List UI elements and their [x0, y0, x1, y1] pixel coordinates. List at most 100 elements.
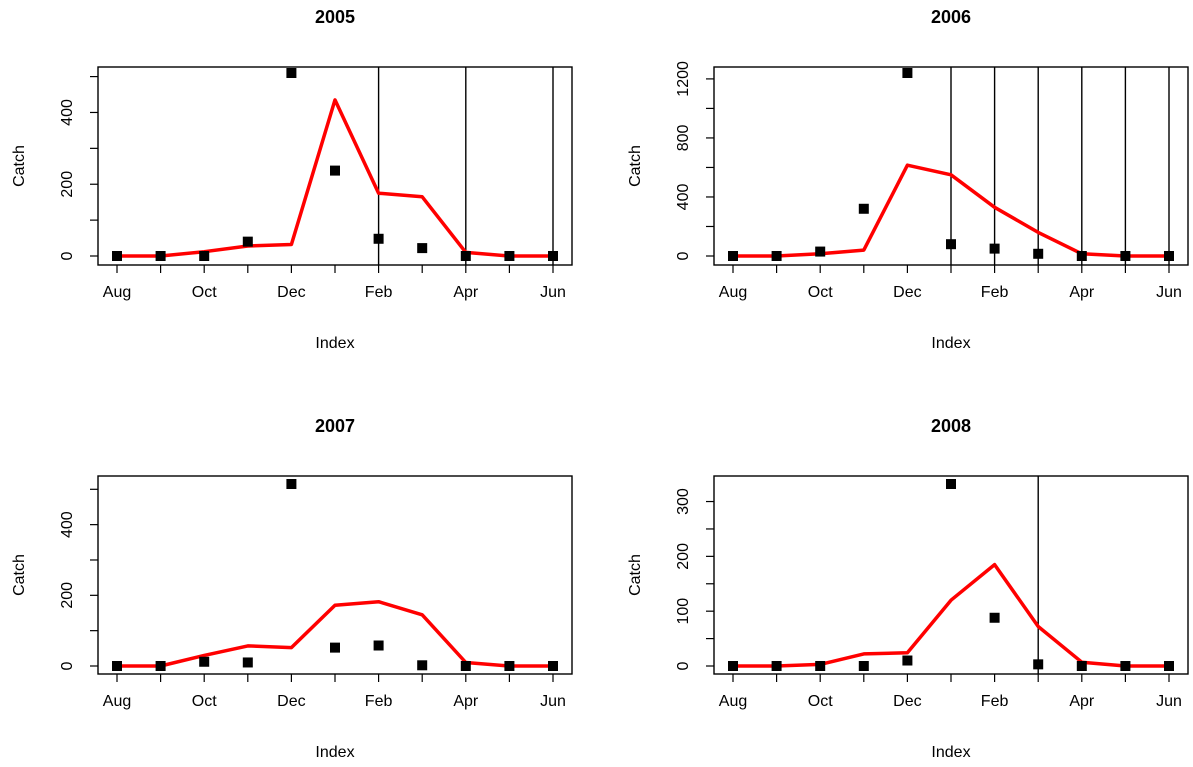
x-tick-label: Feb — [365, 284, 393, 301]
observed-point — [504, 251, 515, 261]
y-tick-label: 100 — [675, 598, 692, 625]
x-tick-label: Aug — [719, 284, 747, 301]
x-tick-label: Feb — [365, 693, 393, 710]
x-tick-label: Jun — [540, 693, 566, 710]
y-tick-label: 1200 — [675, 61, 692, 97]
observed-point — [1033, 248, 1044, 259]
chart-title: 2007 — [315, 416, 355, 436]
observed-point — [460, 251, 471, 261]
observed-point — [460, 661, 471, 671]
x-tick-label: Dec — [277, 693, 305, 710]
observed-point — [155, 661, 166, 671]
observed-point — [199, 251, 210, 261]
x-axis-label: Index — [315, 335, 354, 352]
observed-point — [1120, 661, 1131, 671]
plot-frame — [713, 475, 1189, 675]
y-axis-label: Catch — [627, 554, 644, 596]
y-axis-label: Catch — [627, 145, 644, 187]
x-tick-label: Dec — [893, 284, 921, 301]
observed-point — [548, 661, 558, 671]
x-axis-label: Index — [931, 335, 970, 352]
observed-point — [771, 251, 782, 261]
observed-point — [373, 233, 384, 244]
observed-point — [1076, 661, 1087, 671]
y-axis-label: Catch — [11, 145, 28, 187]
y-tick-label: 400 — [59, 511, 76, 538]
x-tick-label: Aug — [103, 693, 131, 710]
y-tick-label: 200 — [59, 582, 76, 609]
observed-point — [242, 657, 253, 668]
y-tick-label: 0 — [675, 251, 692, 260]
chart-title: 2006 — [931, 7, 971, 27]
observed-point — [946, 479, 956, 489]
y-tick-label: 200 — [675, 543, 692, 570]
y-tick-label: 0 — [59, 661, 76, 670]
observed-point — [373, 640, 384, 651]
chart-title: 2005 — [315, 7, 355, 27]
fitted-line — [117, 98, 553, 258]
y-tick-label: 300 — [675, 488, 692, 515]
x-tick-label: Jun — [540, 284, 566, 301]
observed-point — [286, 68, 297, 78]
observed-point — [1076, 251, 1087, 261]
y-axis-label: Catch — [11, 554, 28, 596]
x-axis-label: Index — [315, 744, 354, 761]
observed-point — [199, 656, 210, 667]
x-tick-label: Oct — [808, 284, 833, 301]
fitted-line — [733, 163, 1169, 258]
observed-point — [330, 165, 340, 176]
y-tick-label: 200 — [59, 171, 76, 198]
observed-point — [504, 661, 515, 671]
observed-point — [112, 251, 122, 261]
x-tick-label: Oct — [192, 284, 217, 301]
observed-point — [112, 661, 122, 671]
chart-panel: 2008 Index Catch Aug Oct Dec Feb Apr Jun 0 100 200 3… — [627, 416, 1189, 761]
x-tick-label: Apr — [453, 284, 479, 301]
observed-point — [1033, 659, 1044, 670]
observed-point — [417, 243, 428, 254]
x-tick-label: Aug — [719, 693, 747, 710]
observed-point — [548, 251, 558, 261]
chart-panel: 2005 Index Catch Aug Oct Dec Feb Apr Jun 0 200 400 — [11, 7, 573, 352]
x-tick-label: Oct — [192, 693, 217, 710]
observed-point — [1120, 251, 1131, 261]
x-tick-label: Apr — [1069, 693, 1095, 710]
observed-point — [1164, 251, 1174, 261]
x-tick-label: Jun — [1156, 284, 1182, 301]
observed-point — [330, 642, 340, 653]
y-tick-label: 0 — [59, 251, 76, 260]
x-tick-label: Apr — [1069, 284, 1095, 301]
x-tick-label: Aug — [103, 284, 131, 301]
chart-title: 2008 — [931, 416, 971, 436]
observed-point — [815, 661, 826, 671]
x-tick-label: Dec — [893, 693, 921, 710]
observed-point — [242, 236, 253, 247]
observed-point — [902, 655, 913, 666]
x-axis-label: Index — [931, 744, 970, 761]
x-tick-label: Feb — [981, 284, 1009, 301]
observed-point — [728, 251, 738, 261]
observed-point — [989, 243, 1000, 254]
chart-panel: 2006 Index Catch Aug Oct Dec Feb Apr Jun 0 400 800 1… — [627, 7, 1189, 352]
observed-point — [902, 68, 913, 78]
observed-point — [286, 479, 297, 489]
x-tick-label: Apr — [453, 693, 479, 710]
observed-point — [728, 661, 738, 671]
fitted-line — [733, 562, 1169, 668]
observed-point — [771, 661, 782, 671]
observed-point — [946, 239, 956, 250]
observed-point — [1164, 661, 1174, 671]
fitted-line — [117, 599, 553, 668]
y-tick-label: 400 — [59, 99, 76, 126]
x-tick-label: Feb — [981, 693, 1009, 710]
x-tick-label: Oct — [808, 693, 833, 710]
observed-point — [417, 660, 428, 671]
observed-point — [858, 203, 869, 214]
y-tick-label: 400 — [675, 184, 692, 211]
x-tick-label: Dec — [277, 284, 305, 301]
y-tick-label: 800 — [675, 124, 692, 151]
chart-panel: 2007 Index Catch Aug Oct Dec Feb Apr Jun 0 200 400 — [11, 416, 573, 761]
observed-point — [858, 661, 869, 671]
observed-point — [155, 251, 166, 261]
